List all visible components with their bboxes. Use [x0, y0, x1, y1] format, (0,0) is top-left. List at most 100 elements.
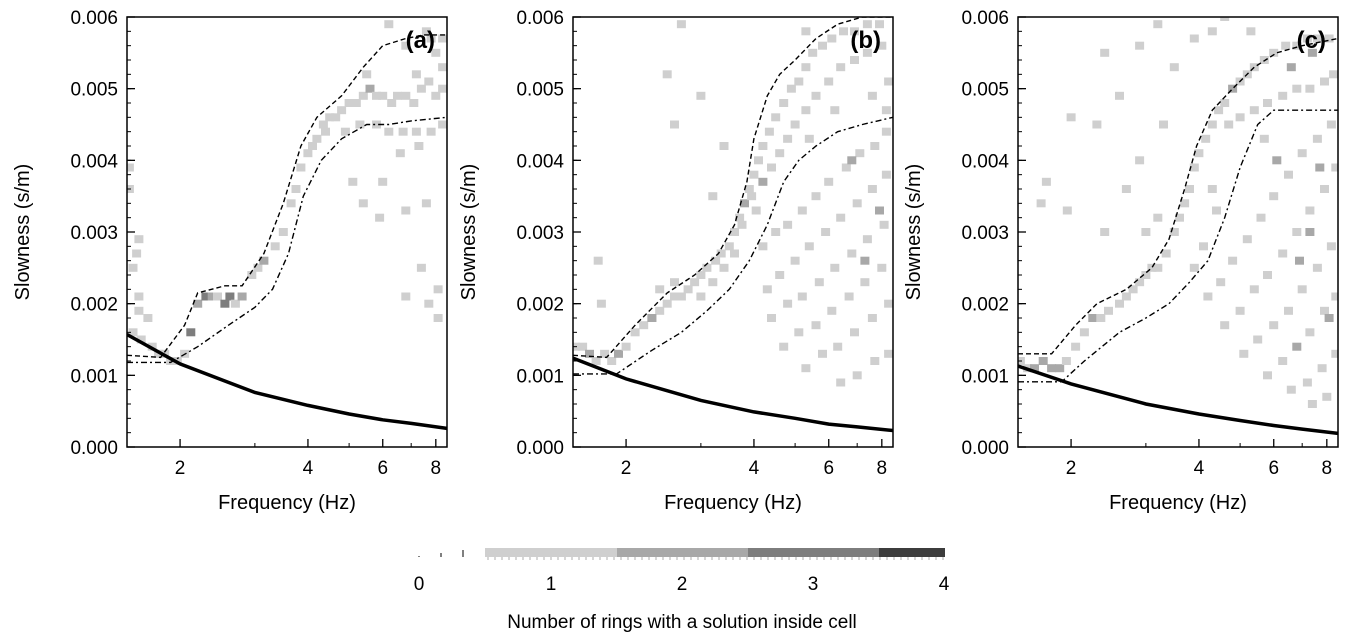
heatmap-cell: [398, 127, 408, 136]
heatmap-cell: [259, 256, 269, 265]
heatmap-cell: [884, 77, 893, 86]
heatmap-cell: [1297, 149, 1307, 158]
heatmap-cell: [1326, 120, 1336, 129]
y-tick-label: 0.003: [70, 223, 118, 244]
heatmap-cell: [711, 256, 721, 265]
heatmap-cell: [393, 91, 402, 100]
heatmap-cell: [384, 20, 394, 29]
heatmap-cell: [1292, 228, 1302, 236]
colorbar-segment: [879, 548, 945, 557]
colorbar-tick-label: 2: [677, 574, 688, 595]
heatmap-cell: [1066, 113, 1076, 122]
heatmap-cell: [1030, 364, 1039, 373]
heatmap-cell: [220, 299, 230, 308]
heatmap-cell: [438, 63, 447, 72]
heatmap-cell: [1096, 314, 1106, 322]
heatmap-cell: [1315, 163, 1325, 172]
heatmap-cell: [804, 134, 814, 143]
heatmap-cell: [1284, 306, 1293, 315]
heatmap-cell: [421, 27, 431, 36]
heatmap-cell: [850, 328, 859, 337]
heatmap-cell: [331, 113, 341, 122]
heatmap-cell: [708, 192, 718, 201]
heatmap-cell: [372, 91, 381, 100]
heatmap-cell: [1115, 299, 1124, 308]
heatmap-cell: [303, 149, 313, 158]
heatmap-cell: [578, 342, 588, 351]
heatmap-cell: [438, 84, 447, 93]
heatmap-cell: [801, 106, 811, 115]
heatmap-cell: [286, 199, 296, 208]
heatmap-cell: [1135, 156, 1145, 165]
y-axis-label: Slowness (s/m): [12, 164, 34, 301]
heatmap-cell: [758, 142, 768, 150]
heatmap-cell: [1121, 292, 1131, 301]
heatmap-cell: [1278, 357, 1288, 365]
heatmap-cell: [1147, 263, 1157, 272]
y-tick-label: 0.002: [516, 295, 564, 316]
heatmap-cell: [850, 56, 859, 64]
heatmap-cell: [811, 192, 821, 201]
heatmap-cell: [758, 177, 768, 186]
heatmap-cell: [1185, 185, 1194, 193]
heatmap-cell: [1092, 120, 1102, 129]
heatmap-cell: [431, 91, 441, 100]
heatmap-cell: [1324, 314, 1334, 322]
x-tick-label: 8: [1322, 458, 1333, 479]
heatmap-cell: [867, 314, 877, 322]
heatmap-cell: [1286, 63, 1296, 72]
heatmap-cell: [1320, 185, 1329, 193]
heatmap-cell: [1169, 228, 1179, 236]
x-tick-label: 4: [1194, 458, 1205, 479]
heatmap-cell: [751, 206, 761, 215]
heatmap-cell: [1207, 120, 1217, 129]
heatmap-cell: [1295, 256, 1304, 265]
heatmap-cell: [696, 91, 706, 100]
heatmap-cell: [132, 249, 142, 258]
heatmap-cell: [237, 292, 247, 301]
heatmap-cell: [401, 91, 411, 100]
heatmap-cell: [1220, 99, 1230, 107]
colorbar-segment: [617, 548, 748, 557]
lower-bound-curve: [573, 116, 893, 375]
heatmap-cell: [737, 220, 747, 229]
y-tick-label: 0.005: [961, 80, 1009, 101]
heatmap-cell: [344, 99, 354, 107]
heatmap-cell: [881, 106, 891, 115]
heatmap-cell: [1100, 48, 1110, 57]
heatmap-cell: [128, 263, 138, 272]
heatmap-cell: [166, 357, 176, 365]
heatmap-cell: [811, 91, 821, 100]
x-tick-label: 8: [877, 458, 888, 479]
heatmap-cell: [862, 20, 872, 29]
heatmap-cell: [1088, 314, 1098, 322]
heatmap-cell: [1312, 34, 1322, 43]
heatmap-cell: [783, 134, 793, 143]
heatmap-cell: [1329, 70, 1338, 79]
heatmap-cell: [1326, 242, 1336, 251]
heatmap-cell: [358, 91, 368, 100]
heatmap-cell: [1220, 321, 1230, 330]
heatmap-cell: [1212, 206, 1221, 215]
heatmap-cell: [670, 292, 679, 301]
heatmap-cell: [372, 120, 381, 129]
upper-bound-curve: [127, 34, 447, 359]
colorbar: 0 1 2 3 4 Number of rings with a solutio…: [414, 548, 950, 633]
x-tick-label: 6: [377, 458, 388, 479]
heatmap-cell: [426, 34, 436, 43]
heatmap-cell: [1201, 134, 1211, 143]
heatmap-cell: [384, 127, 394, 136]
colorbar-tick-label: 1: [546, 574, 557, 595]
heatmap-cell: [696, 292, 706, 301]
heatmap-cell: [767, 163, 776, 172]
heatmap-cell: [783, 220, 793, 229]
heatmap-cell: [1312, 263, 1322, 272]
x-tick-label: 4: [749, 458, 760, 479]
heatmap-cell: [614, 349, 623, 358]
heatmap-cell: [630, 328, 640, 337]
panel-label: (c): [1297, 27, 1326, 54]
heatmap-cell: [708, 278, 718, 287]
heatmap-cell: [762, 285, 772, 294]
heatmap-cell: [1307, 400, 1317, 408]
heatmap-cell: [1242, 235, 1252, 244]
